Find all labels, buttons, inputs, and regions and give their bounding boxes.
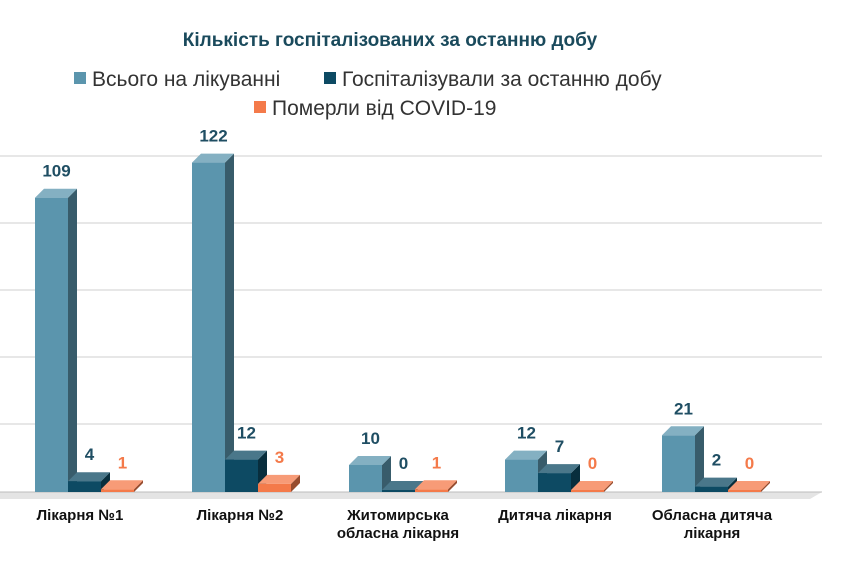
floor-plane [0,492,822,499]
bar-top [415,480,457,490]
bar-side [291,474,300,492]
bar-top [728,481,770,490]
bar-front [571,490,604,492]
bar-front [225,459,258,492]
bar-top [382,481,424,490]
bars [35,153,770,492]
bar-front [415,489,448,492]
bar-front [538,473,571,492]
data-label: 10 [361,429,380,448]
bar-front [695,486,728,492]
data-label: 3 [275,448,284,467]
bar-side [604,481,613,492]
category-labels: Лікарня №1 Лікарня №2 Житомирська обласна л… [37,507,773,542]
bar-top [225,450,267,460]
bar-front [382,490,415,492]
data-label: 4 [85,445,95,464]
bar-top [68,472,110,482]
data-label: 12 [237,424,256,443]
bar-front [35,197,68,492]
data-label: 12 [517,424,536,443]
data-label: 0 [399,454,408,473]
data-label: 1 [432,453,441,472]
bar-side [134,480,143,492]
legend-swatch-series-0 [74,72,86,84]
legend: Всього на лікуванні Госпіталізували за о… [74,68,662,120]
data-label: 2 [712,451,721,470]
category-label: Дитяча лікарня [498,507,612,524]
legend-swatch-series-1 [324,72,336,84]
bar-top [35,188,77,198]
data-label: 109 [42,162,70,181]
legend-label-series-1: Госпіталізували за останню добу [342,68,662,91]
bar-front [349,465,382,492]
bar-front [505,459,538,492]
category-label: Обласна дитяча лікарня [652,507,773,542]
bar-front [258,483,291,492]
bar-side [68,188,77,492]
bar-front [728,490,761,492]
bar-top [662,426,704,436]
data-label: 0 [588,454,597,473]
data-label: 7 [555,437,564,456]
legend-label-series-2: Померли від COVID-19 [272,97,496,120]
legend-label-series-0: Всього на лікуванні [92,68,280,91]
bar-series-2-cat-1 [258,474,300,492]
bar-top [538,464,580,474]
bar-series-0-cat-2 [349,456,391,492]
bar-top [258,474,300,484]
bar-top [571,481,613,490]
bar-front [68,481,101,492]
bar-series-2-cat-4 [728,481,770,492]
bar-front [101,489,134,492]
bar-top [101,480,143,490]
bar-series-2-cat-0 [101,480,143,492]
bar-series-1-cat-3 [538,464,580,492]
category-label: Житомирська обласна лікарня [337,507,459,542]
bar-front [662,435,695,492]
bar-series-0-cat-3 [505,450,547,492]
category-label: Лікарня №1 [37,507,124,524]
bar-side [448,480,457,492]
bar-series-2-cat-2 [415,480,457,492]
bar-top [695,477,737,487]
bar-top [505,450,547,460]
bar-side [761,481,770,492]
bar-series-0-cat-0 [35,188,77,492]
data-label: 1 [118,453,127,472]
bar-side [695,426,704,492]
bar-top [192,153,234,163]
gridlines [0,155,822,425]
data-label: 122 [199,127,227,146]
bar-front [192,162,225,492]
bar-series-0-cat-1 [192,153,234,492]
bar-side [225,153,234,492]
bar-top [349,456,391,465]
data-label: 21 [674,399,693,418]
bar-side [382,456,391,492]
bar-series-0-cat-4 [662,426,704,492]
category-label: Лікарня №2 [197,507,284,524]
legend-swatch-series-2 [254,101,266,113]
bar-series-2-cat-3 [571,481,613,492]
value-labels: 109 4 1 122 12 3 10 0 1 12 7 0 21 2 0 [42,127,754,473]
chart-floor [0,491,822,499]
data-label: 0 [745,454,754,473]
chart-title: Кількість госпіталізованих за останню до… [183,30,598,51]
